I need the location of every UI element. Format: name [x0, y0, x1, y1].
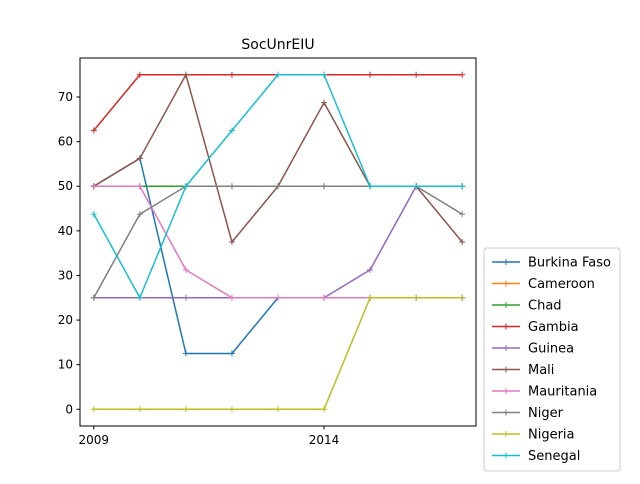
legend-entry: Senegal — [492, 449, 580, 464]
data-point — [459, 294, 466, 301]
data-point — [321, 71, 328, 78]
legend-entry: Mauritania — [492, 385, 597, 400]
y-tick-label: 20 — [58, 313, 73, 327]
legend-label: Chad — [528, 299, 562, 314]
data-point — [228, 406, 235, 413]
data-point — [367, 71, 374, 78]
data-point — [182, 406, 189, 413]
legend-label: Senegal — [528, 449, 580, 464]
y-tick-label: 40 — [58, 224, 73, 238]
data-point — [182, 71, 189, 78]
y-tick-label: 30 — [58, 268, 73, 282]
data-point — [90, 127, 97, 134]
data-point — [367, 294, 374, 301]
legend-marker — [503, 409, 509, 416]
legend-entry: Nigeria — [492, 428, 575, 443]
data-point — [413, 183, 420, 190]
y-tick-label: 60 — [58, 135, 73, 149]
data-point — [136, 294, 143, 301]
legend-label: Niger — [528, 406, 564, 421]
data-point — [136, 406, 143, 413]
legend-label: Guinea — [528, 342, 574, 357]
data-point — [321, 99, 328, 106]
legend-entry: Mali — [492, 363, 554, 378]
legend: Burkina Faso Cameroon Chad Gambia Guinea Mali… — [483, 247, 621, 472]
data-point — [228, 183, 235, 190]
legend-entry: Guinea — [492, 342, 574, 357]
data-point — [321, 294, 328, 301]
data-point — [90, 294, 97, 301]
data-point — [136, 183, 143, 190]
data-point — [228, 127, 235, 134]
legend-label: Nigeria — [528, 428, 575, 443]
axes-frame — [79, 57, 477, 427]
legend-label: Mauritania — [528, 385, 597, 400]
chart-title: SocUnrEIU — [241, 37, 314, 53]
legend-marker — [503, 302, 509, 308]
legend-marker — [503, 431, 509, 437]
data-point — [413, 71, 420, 78]
legend-entry: Cameroon — [492, 277, 595, 292]
data-point — [136, 211, 143, 218]
data-point — [182, 183, 189, 190]
series-8 — [90, 294, 466, 413]
legend-box — [483, 247, 621, 472]
data-point — [182, 266, 189, 273]
data-point — [459, 71, 466, 78]
data-point — [90, 183, 97, 190]
x-tick-label: 2009 — [79, 433, 110, 447]
data-point — [459, 239, 466, 245]
data-point — [136, 71, 143, 78]
data-point — [228, 71, 235, 78]
data-point — [459, 183, 466, 190]
legend-label: Gambia — [528, 320, 579, 335]
legend-marker — [503, 452, 509, 459]
y-tick-label: 50 — [58, 179, 73, 193]
data-point — [228, 239, 235, 245]
data-point — [228, 350, 235, 357]
data-point — [90, 211, 97, 218]
plot-area — [90, 71, 466, 413]
data-point — [90, 406, 97, 413]
series-9 — [90, 71, 466, 301]
y-tick-label: 0 — [65, 402, 73, 416]
data-point — [413, 294, 420, 301]
legend-entry: Niger — [492, 406, 564, 421]
legend-marker — [503, 259, 509, 265]
data-point — [275, 71, 281, 78]
data-point — [367, 266, 374, 273]
legend-marker — [503, 345, 509, 351]
x-tick-label: 2014 — [309, 433, 340, 447]
legend-entry: Chad — [492, 299, 562, 314]
data-point — [182, 350, 189, 357]
legend-marker — [503, 366, 509, 373]
data-point — [275, 183, 281, 190]
axes: 0 10 20 30 40 50 60 70 2009 2014 — [58, 57, 477, 447]
data-point — [228, 294, 235, 301]
legend-label: Mali — [528, 363, 554, 378]
legend-entry: Gambia — [492, 320, 579, 335]
y-tick-label: 70 — [58, 90, 73, 104]
data-point — [321, 183, 328, 190]
data-point — [275, 294, 281, 301]
legend-label: Cameroon — [528, 277, 595, 292]
legend-entry: Burkina Faso — [492, 256, 611, 271]
data-point — [275, 406, 281, 413]
legend-marker — [503, 323, 509, 330]
data-point — [321, 406, 328, 413]
data-point — [367, 183, 374, 190]
legend-marker — [503, 388, 509, 394]
y-tick-label: 10 — [58, 358, 73, 372]
legend-label: Burkina Faso — [528, 256, 611, 271]
legend-marker — [503, 280, 509, 287]
data-point — [459, 211, 466, 218]
data-point — [182, 294, 189, 301]
data-point — [136, 155, 143, 162]
